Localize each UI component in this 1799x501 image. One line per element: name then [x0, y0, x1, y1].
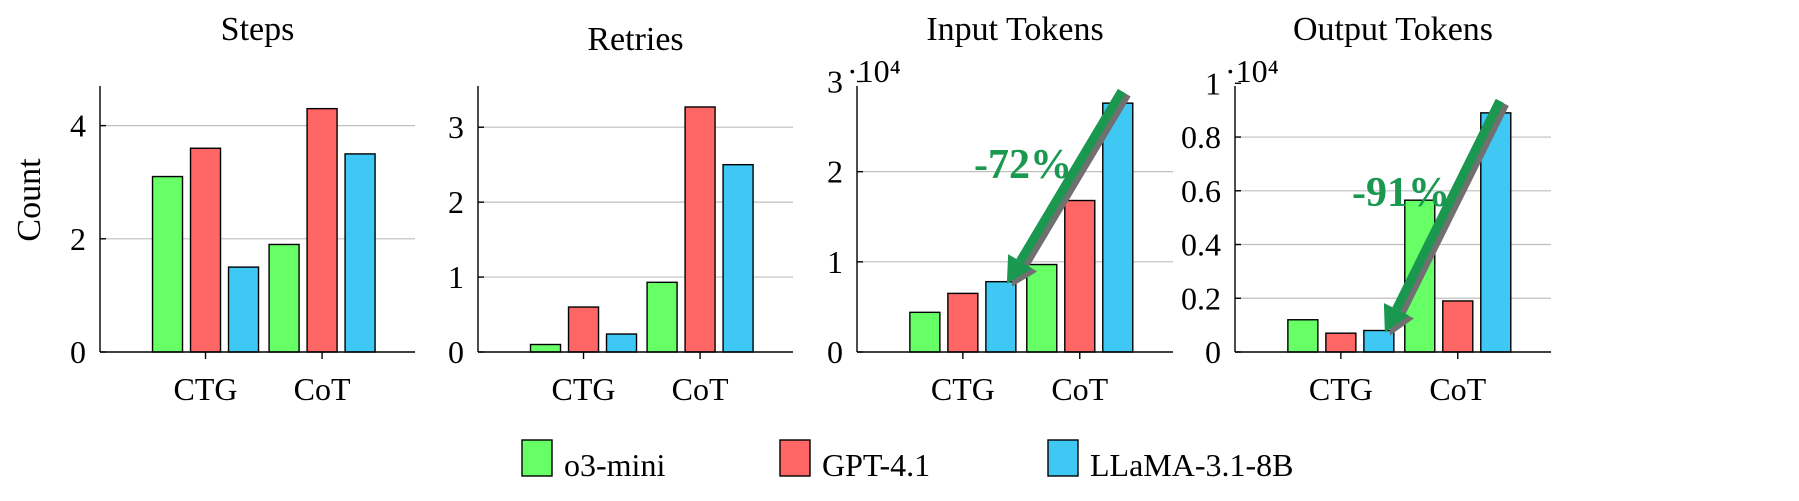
chart-input-tokens: Input Tokens ·10⁴ CTG CoT 0 1 2 3 -72% — [827, 11, 1173, 407]
reduction-label: -91% — [1352, 170, 1450, 216]
legend: o3-mini GPT-4.1 LLaMA-3.1-8B — [521, 439, 1294, 483]
axis-multiplier: ·10⁴ — [1225, 53, 1279, 89]
y-tick-label: 0 — [448, 334, 464, 370]
x-tick-label: CoT — [672, 371, 729, 407]
y-tick-label: 0 — [827, 334, 843, 370]
x-tick-label: CTG — [552, 371, 616, 407]
bar-cot-gpt-4-1 — [1064, 199, 1096, 353]
bar-cot-o3-mini — [646, 281, 678, 353]
bar-cot-gpt-4-1 — [684, 106, 716, 353]
bar-ctg-o3-mini — [529, 343, 562, 353]
legend-label: LLaMA-3.1-8B — [1090, 447, 1294, 483]
chart-output-tokens: Output Tokens ·10⁴ CTG CoT 0 0.2 0.4 0.6 0.8 1 -91… — [1181, 11, 1551, 407]
y-tick-label: 3 — [448, 109, 464, 145]
y-tick-label: 0.4 — [1181, 227, 1221, 263]
y-tick-label: 0.8 — [1181, 119, 1221, 155]
y-tick-label: 2 — [827, 154, 843, 190]
y-tick-label: 3 — [827, 63, 843, 99]
legend-label: GPT-4.1 — [822, 447, 930, 483]
legend-item-o3-mini: o3-mini — [521, 439, 665, 483]
x-tick-label: CoT — [294, 371, 351, 407]
legend-swatch — [521, 439, 553, 477]
y-tick-label: 1 — [1205, 65, 1221, 101]
x-tick-label: CTG — [174, 371, 238, 407]
bar-ctg-llama-3-1-8b — [1363, 329, 1395, 353]
y-tick-label: 0.6 — [1181, 173, 1221, 209]
bar-ctg-gpt-4-1 — [947, 292, 979, 353]
axis-multiplier: ·10⁴ — [847, 53, 901, 89]
bar-ctg-o3-mini — [909, 311, 941, 353]
bar-ctg-llama-3-1-8b — [227, 266, 260, 353]
legend-swatch — [779, 439, 811, 477]
y-tick-label: 2 — [448, 184, 464, 220]
bar-ctg-gpt-4-1 — [567, 306, 600, 353]
y-tick-label: 2 — [70, 221, 86, 257]
bar-cot-llama-3-1-8b — [344, 153, 376, 353]
chart-retries: Retries CTG CoT 0 1 2 3 — [448, 21, 793, 407]
chart-title: Input Tokens — [926, 11, 1103, 48]
chart-title: Retries — [587, 21, 683, 58]
chart-title: Output Tokens — [1293, 11, 1493, 48]
bar-ctg-gpt-4-1 — [1325, 332, 1357, 353]
reduction-arrow — [1383, 98, 1509, 336]
y-tick-label: 1 — [448, 259, 464, 295]
bar-cot-llama-3-1-8b — [1480, 112, 1512, 353]
y-tick-label: 1 — [827, 244, 843, 280]
x-tick-label: CTG — [931, 371, 995, 407]
x-tick-label: CoT — [1429, 371, 1486, 407]
bar-ctg-o3-mini — [151, 175, 184, 353]
bar-cot-llama-3-1-8b — [722, 163, 754, 353]
reduction-label: -72% — [974, 142, 1072, 188]
bar-ctg-o3-mini — [1287, 319, 1319, 353]
bar-cot-llama-3-1-8b — [1102, 102, 1134, 353]
bar-ctg-llama-3-1-8b — [985, 280, 1017, 353]
legend-swatch — [1047, 439, 1079, 477]
y-tick-label: 0 — [70, 334, 86, 370]
x-tick-label: CoT — [1051, 371, 1108, 407]
bar-ctg-gpt-4-1 — [189, 147, 222, 353]
chart-title: Steps — [221, 11, 295, 48]
reduction-arrow — [1006, 88, 1131, 287]
bar-cot-o3-mini — [268, 243, 300, 353]
y-axis-label: Count — [11, 158, 48, 242]
y-tick-label: 0.2 — [1181, 280, 1221, 316]
y-tick-label: 0 — [1205, 334, 1221, 370]
x-tick-label: CTG — [1309, 371, 1373, 407]
y-tick-label: 4 — [70, 108, 86, 144]
chart-steps: Steps CTG CoT 0 2 4 — [70, 11, 415, 407]
bar-ctg-llama-3-1-8b — [605, 333, 638, 353]
legend-item-gpt-4-1: GPT-4.1 — [779, 439, 930, 483]
legend-label: o3-mini — [564, 447, 665, 483]
bar-cot-gpt-4-1 — [1442, 300, 1474, 353]
bar-cot-o3-mini — [1026, 263, 1058, 353]
bar-cot-gpt-4-1 — [306, 107, 338, 353]
legend-item-llama-3-1-8b: LLaMA-3.1-8B — [1047, 439, 1294, 483]
